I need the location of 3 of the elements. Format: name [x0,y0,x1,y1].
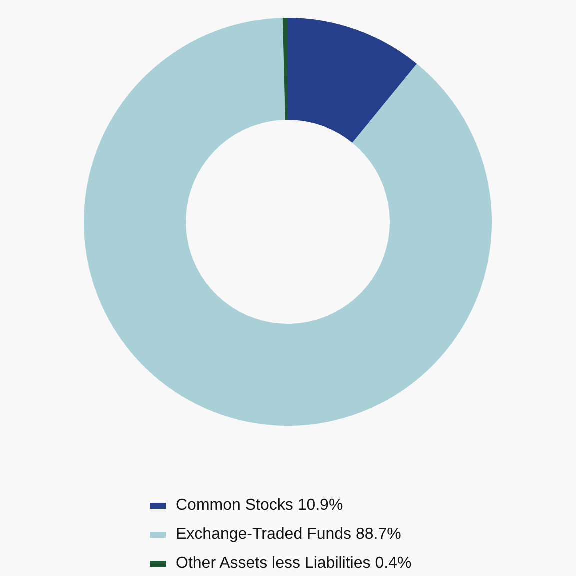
legend-label: Common Stocks 10.9% [176,496,344,514]
legend-label: Exchange-Traded Funds 88.7% [176,526,402,544]
legend-label: Other Assets less Liabilities 0.4% [176,554,412,572]
